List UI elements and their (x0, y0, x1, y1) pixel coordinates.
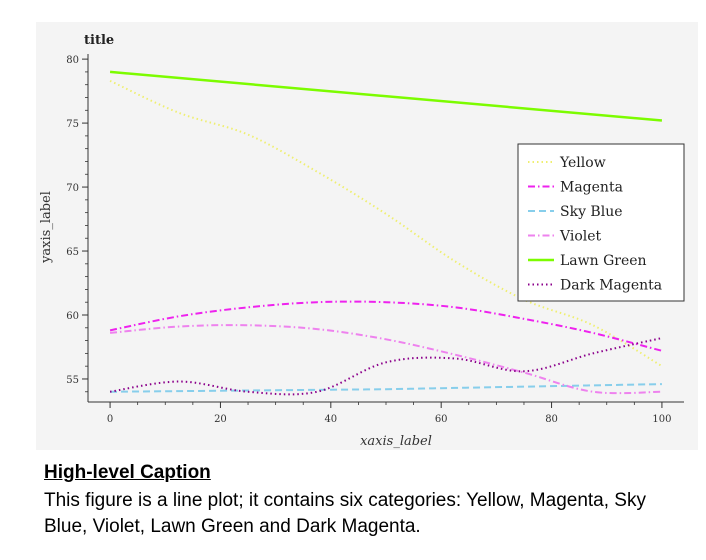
legend: Yellow Magenta Sky Blue Violet Lawn Green Dar… (517, 143, 685, 302)
x-axis-label: xaxis_label (360, 434, 432, 449)
x-tick-label: 40 (324, 414, 337, 425)
x-tick-label: 20 (214, 414, 227, 425)
x-tick-label: 80 (545, 414, 558, 425)
caption-heading: High-level Caption (44, 462, 211, 483)
legend-label: Violet (559, 229, 602, 245)
x-tick-label: 60 (435, 414, 448, 425)
legend-box (517, 143, 685, 302)
chart-panel: title xaxis_label yaxis_label 0 20 40 60 80 1… (36, 22, 698, 450)
chart-title: title (84, 33, 114, 48)
series-line-dark-magenta (109, 337, 663, 396)
legend-label: Sky Blue (560, 204, 623, 220)
legend-label: Dark Magenta (560, 278, 662, 294)
y-tick-label: 75 (66, 119, 79, 130)
y-axis-label: yaxis_label (39, 191, 54, 264)
series-line-sky-blue (110, 383, 662, 393)
series-line-magenta (109, 300, 663, 352)
x-tick-label: 0 (107, 414, 113, 425)
series-line-lawn-green (109, 70, 663, 122)
line-chart: title xaxis_label yaxis_label 0 20 40 60 80 1… (39, 33, 685, 449)
series-line-violet (109, 324, 662, 395)
y-tick-label: 80 (66, 55, 79, 66)
legend-label: Yellow (559, 155, 606, 171)
axes: 0 20 40 60 80 100 55 60 65 70 75 80 (66, 54, 684, 425)
y-tick-label: 70 (66, 183, 79, 194)
series-lines (109, 70, 663, 396)
caption-block: High-level Caption This figure is a line… (44, 460, 694, 540)
legend-label: Lawn Green (560, 253, 647, 269)
legend-label: Magenta (560, 180, 623, 196)
x-tick-label: 100 (652, 414, 671, 425)
caption-text: This figure is a line plot; it contains … (44, 490, 646, 537)
y-tick-label: 55 (66, 375, 79, 386)
y-tick-label: 65 (66, 247, 79, 258)
y-tick-label: 60 (66, 311, 79, 322)
